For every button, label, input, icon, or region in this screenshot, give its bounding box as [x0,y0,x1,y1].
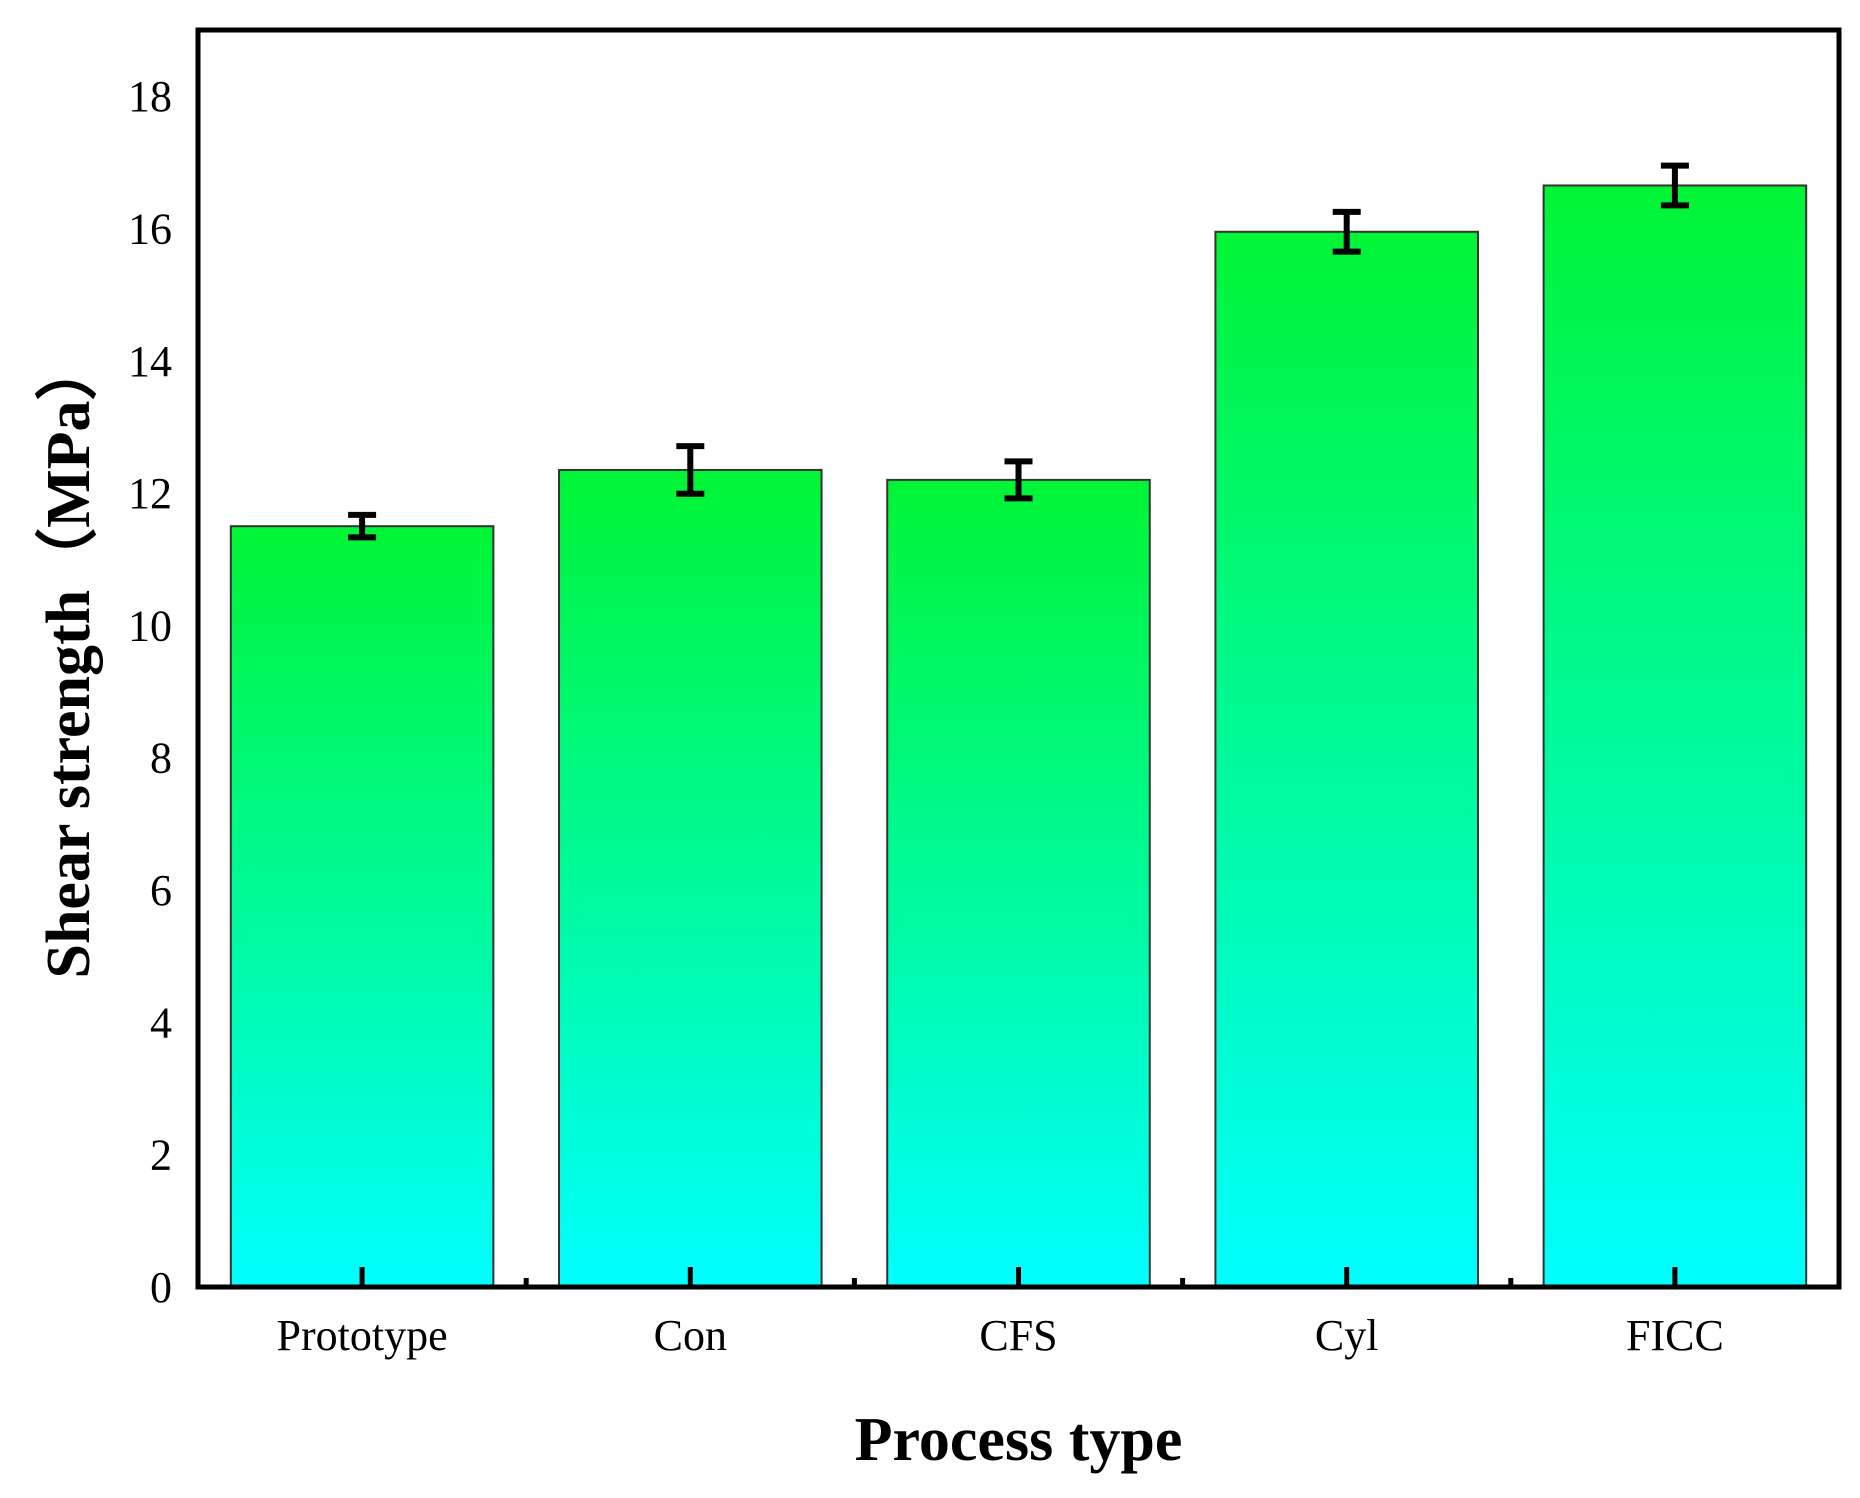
y-tick-label: 6 [150,866,172,915]
error-bars-layer [348,162,1689,541]
y-axis-title: Shear strength（MPa） [33,338,103,978]
x-tick-label: FICC [1626,1311,1724,1360]
y-tick-label: 10 [128,601,172,650]
error-bar-cfs [1004,458,1033,502]
bar-ficc [1542,184,1808,1288]
y-tick-label: 16 [128,204,172,253]
y-tick-label: 18 [128,72,172,121]
y-tick-label: 0 [150,1263,172,1312]
y-tick-label: 8 [150,734,172,783]
error-bar-ficc [1660,162,1689,209]
y-axis-ticks: 0 2 4 6 8 10 12 14 16 18 [128,72,172,1312]
y-tick-label: 4 [150,998,172,1047]
bars-layer [229,184,1808,1289]
x-tick-label: Prototype [277,1311,448,1360]
y-tick-label: 14 [128,337,172,386]
bar-con [558,468,823,1288]
y-tick-label: 2 [150,1131,172,1180]
bar-cyl [1214,230,1479,1288]
y-tick-label: 12 [128,469,172,518]
x-tick-label: Con [654,1311,727,1360]
x-tick-label: Cyl [1315,1311,1379,1360]
x-axis-title: Process type [855,1406,1183,1474]
error-bar-con [676,443,705,497]
bar-prototype [229,525,495,1288]
error-bar-prototype [348,511,377,541]
bar-cfs [886,478,1151,1289]
x-axis-ticks: Prototype Con CFS Cyl FICC [277,1267,1724,1360]
x-tick-label: CFS [979,1311,1057,1360]
error-bar-cyl [1332,208,1361,255]
